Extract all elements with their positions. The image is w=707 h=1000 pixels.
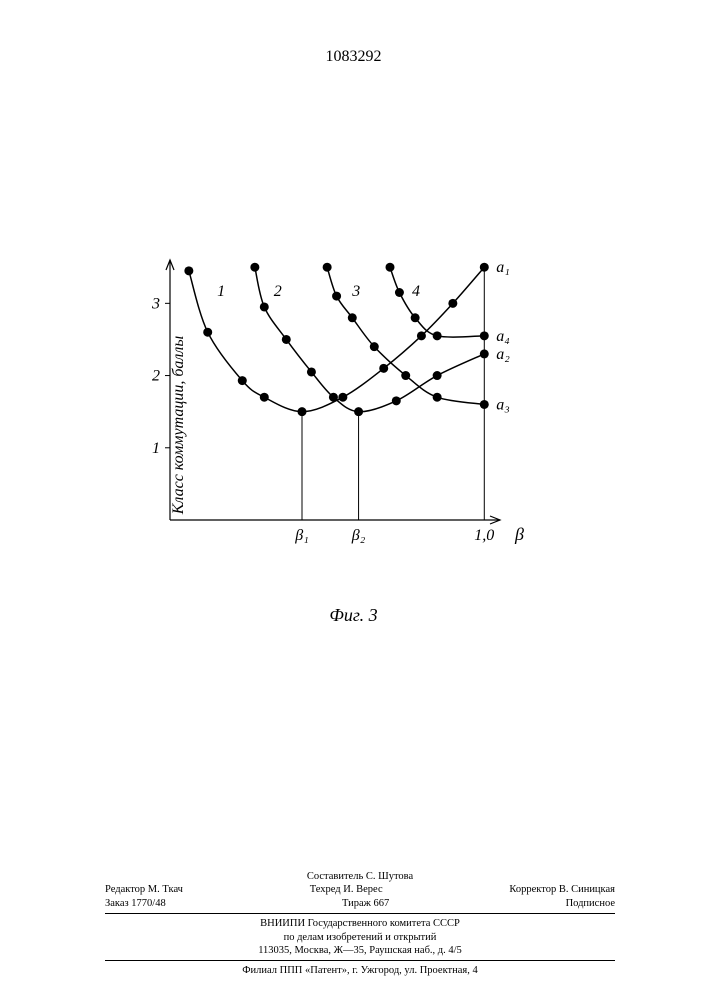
footer-tech: Техред И. Верес <box>310 883 383 896</box>
figure-caption: Фиг. 3 <box>0 605 707 626</box>
doc-number: 1083292 <box>0 48 707 66</box>
svg-text:1,0: 1,0 <box>474 527 494 544</box>
footer-compiler: Составитель С. Шутова <box>105 870 615 883</box>
footer-org1: ВНИИПИ Государственного комитета СССР <box>105 917 615 930</box>
footer-podpisnoe: Подписное <box>566 897 615 910</box>
svg-text:β₂: β₂ <box>351 527 366 544</box>
svg-text:a₂: a₂ <box>496 346 510 363</box>
footer-tirazh: Тираж 667 <box>342 897 389 910</box>
footer-addr2: Филиал ППП «Патент», г. Ужгород, ул. Про… <box>105 964 615 977</box>
footer-divider <box>105 913 615 914</box>
chart-figure: Класс коммутации, баллы 1 2 3 1,0 β β₁ β₂ 1 2 3 4 a… <box>130 250 550 600</box>
svg-text:1: 1 <box>152 440 160 457</box>
svg-text:3: 3 <box>351 283 360 300</box>
footer-editor: Редактор М. Ткач <box>105 883 183 896</box>
svg-text:2: 2 <box>274 283 282 300</box>
svg-text:a₁: a₁ <box>496 259 510 276</box>
svg-text:2: 2 <box>152 368 160 385</box>
footer-addr1: 113035, Москва, Ж—35, Раушская наб., д. … <box>105 944 615 957</box>
chart-svg: 1 2 3 1,0 β β₁ β₂ 1 2 3 4 a₁ a₄a₂ a₃ <box>130 250 550 560</box>
svg-text:a₄: a₄ <box>496 328 510 345</box>
footer-colophon: Составитель С. Шутова Редактор М. Ткач Т… <box>105 870 615 977</box>
y-axis-label: Класс коммутации, баллы <box>170 336 188 514</box>
footer-corrector: Корректор В. Синицкая <box>509 883 615 896</box>
svg-text:1: 1 <box>217 283 225 300</box>
svg-text:4: 4 <box>412 283 420 300</box>
footer-order: Заказ 1770/48 <box>105 897 166 910</box>
svg-text:a₃: a₃ <box>496 396 510 413</box>
footer-org2: по делам изобретений и открытий <box>105 931 615 944</box>
svg-text:β₁: β₁ <box>294 527 309 544</box>
footer-divider-2 <box>105 960 615 961</box>
svg-text:β: β <box>514 524 524 544</box>
svg-text:3: 3 <box>151 295 160 312</box>
